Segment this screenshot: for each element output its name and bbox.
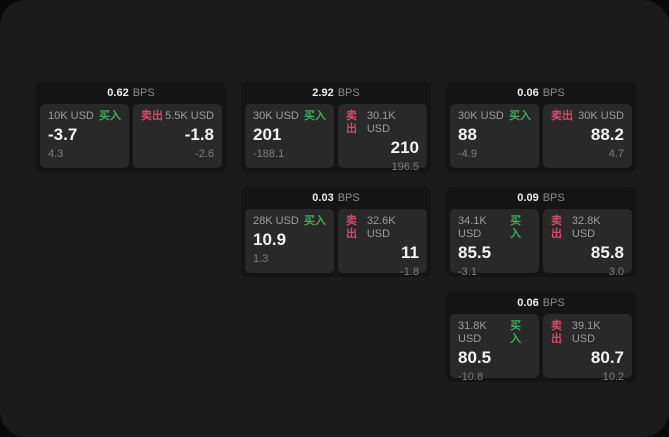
buy-amount: 28K USD xyxy=(253,215,299,227)
quote-panels: 31.8K USD 买入 80.5 -10.8 卖出 39.1K USD 80.… xyxy=(450,314,632,383)
bps-unit-label: BPS xyxy=(337,87,360,99)
buy-price: 10.9 xyxy=(253,230,287,249)
sell-price: 85.8 xyxy=(590,243,624,262)
buy-panel[interactable]: 10K USD 买入 -3.7 4.3 xyxy=(40,104,129,168)
sell-sub-value: 3.0 xyxy=(608,266,624,278)
sell-price: 210 xyxy=(390,138,419,157)
buy-price: 88 xyxy=(458,125,477,144)
sell-sub-value: 196.5 xyxy=(391,161,419,173)
bps-unit-label: BPS xyxy=(337,192,360,204)
bps-unit-label: BPS xyxy=(542,192,565,204)
sell-sub-value: 10.2 xyxy=(602,371,624,383)
sell-label: 卖出 xyxy=(141,110,163,122)
sell-label: 卖出 xyxy=(346,215,357,240)
buy-label: 买入 xyxy=(304,110,326,122)
sell-price: 88.2 xyxy=(590,125,624,144)
sell-amount: 32.8K USD xyxy=(571,215,601,240)
buy-panel[interactable]: 28K USD 买入 10.9 1.3 xyxy=(245,209,334,273)
bps-unit-label: BPS xyxy=(542,87,565,99)
card-header: 2.92 BPS xyxy=(245,82,427,104)
buy-sub-value: 4.3 xyxy=(48,148,64,160)
buy-price: -3.7 xyxy=(48,125,78,144)
buy-panel[interactable]: 30K USD 买入 201 -188.1 xyxy=(245,104,334,168)
sell-amount: 39.1K USD xyxy=(571,320,601,345)
sell-label: 卖出 xyxy=(551,320,562,345)
buy-amount: 31.8K USD xyxy=(458,320,487,345)
buy-amount: 30K USD xyxy=(253,110,299,122)
sell-price: -1.8 xyxy=(184,125,214,144)
bps-value: 0.06 xyxy=(517,297,539,309)
sell-panel[interactable]: 卖出 39.1K USD 80.7 10.2 xyxy=(543,314,632,383)
bps-value: 0.62 xyxy=(107,87,129,99)
sell-amount: 30K USD xyxy=(578,110,624,122)
sell-sub-value: -1.8 xyxy=(400,266,419,278)
quote-card-4: 0.03 BPS 28K USD 买入 10.9 1.3 卖出 32.6K US… xyxy=(241,187,431,278)
buy-label: 买入 xyxy=(99,110,121,122)
bps-value: 0.09 xyxy=(517,192,539,204)
sell-panel[interactable]: 卖出 32.6K USD 11 -1.8 xyxy=(338,209,427,278)
card-header: 0.06 BPS xyxy=(450,82,632,104)
sell-sub-value: -2.6 xyxy=(195,148,214,160)
sell-price: 11 xyxy=(401,243,419,262)
buy-sub-value: -3.1 xyxy=(458,266,477,278)
buy-price: 80.5 xyxy=(458,348,492,367)
sell-amount: 30.1K USD xyxy=(366,110,396,135)
sell-label: 卖出 xyxy=(551,110,573,122)
sell-amount: 5.5K USD xyxy=(165,110,214,122)
sell-panel[interactable]: 卖出 5.5K USD -1.8 -2.6 xyxy=(133,104,222,168)
sell-panel[interactable]: 卖出 32.8K USD 85.8 3.0 xyxy=(543,209,632,278)
buy-label: 买入 xyxy=(510,320,522,345)
sell-label: 卖出 xyxy=(346,110,357,135)
bps-value: 2.92 xyxy=(312,87,334,99)
quote-panels: 30K USD 买入 88 -4.9 卖出 30K USD 88.2 4.7 xyxy=(450,104,632,168)
buy-sub-value: -4.9 xyxy=(458,148,477,160)
buy-amount: 10K USD xyxy=(48,110,94,122)
quote-card-6: 0.06 BPS 31.8K USD 买入 80.5 -10.8 卖出 39.1… xyxy=(446,292,636,383)
sell-panel[interactable]: 卖出 30.1K USD 210 196.5 xyxy=(338,104,427,173)
buy-label: 买入 xyxy=(304,215,326,227)
bps-value: 0.03 xyxy=(312,192,334,204)
buy-panel[interactable]: 31.8K USD 买入 80.5 -10.8 xyxy=(450,314,539,383)
quote-panels: 10K USD 买入 -3.7 4.3 卖出 5.5K USD -1.8 -2.… xyxy=(40,104,222,168)
buy-price: 85.5 xyxy=(458,243,492,262)
quote-panels: 28K USD 买入 10.9 1.3 卖出 32.6K USD 11 -1.8 xyxy=(245,209,427,278)
buy-panel[interactable]: 34.1K USD 买入 85.5 -3.1 xyxy=(450,209,539,278)
quote-card-5: 0.09 BPS 34.1K USD 买入 85.5 -3.1 卖出 32.8K… xyxy=(446,187,636,278)
sell-label: 卖出 xyxy=(551,215,562,240)
bps-value: 0.06 xyxy=(517,87,539,99)
sell-price: 80.7 xyxy=(590,348,624,367)
buy-sub-value: -10.8 xyxy=(458,371,484,383)
buy-price: 201 xyxy=(253,125,282,144)
quote-panels: 34.1K USD 买入 85.5 -3.1 卖出 32.8K USD 85.8… xyxy=(450,209,632,278)
buy-label: 买入 xyxy=(509,110,531,122)
card-header: 0.62 BPS xyxy=(40,82,222,104)
card-header: 0.03 BPS xyxy=(245,187,427,209)
buy-amount: 30K USD xyxy=(458,110,504,122)
card-header: 0.09 BPS xyxy=(450,187,632,209)
sell-sub-value: 4.7 xyxy=(608,148,624,160)
buy-sub-value: 1.3 xyxy=(253,253,269,265)
bps-unit-label: BPS xyxy=(542,297,565,309)
buy-label: 买入 xyxy=(510,215,522,240)
buy-panel[interactable]: 30K USD 买入 88 -4.9 xyxy=(450,104,539,168)
quote-card-3: 0.06 BPS 30K USD 买入 88 -4.9 卖出 30K USD xyxy=(446,82,636,172)
buy-sub-value: -188.1 xyxy=(253,148,285,160)
quote-card-1: 0.62 BPS 10K USD 买入 -3.7 4.3 卖出 5.5K USD xyxy=(36,82,226,172)
quote-panels: 30K USD 买入 201 -188.1 卖出 30.1K USD 210 1… xyxy=(245,104,427,173)
buy-amount: 34.1K USD xyxy=(458,215,487,240)
sell-amount: 32.6K USD xyxy=(366,215,396,240)
bps-unit-label: BPS xyxy=(132,87,155,99)
card-header: 0.06 BPS xyxy=(450,292,632,314)
quote-card-2: 2.92 BPS 30K USD 买入 201 -188.1 卖出 30.1K … xyxy=(241,82,431,173)
sell-panel[interactable]: 卖出 30K USD 88.2 4.7 xyxy=(543,104,632,168)
quote-card-grid: 0.62 BPS 10K USD 买入 -3.7 4.3 卖出 5.5K USD xyxy=(36,82,636,383)
